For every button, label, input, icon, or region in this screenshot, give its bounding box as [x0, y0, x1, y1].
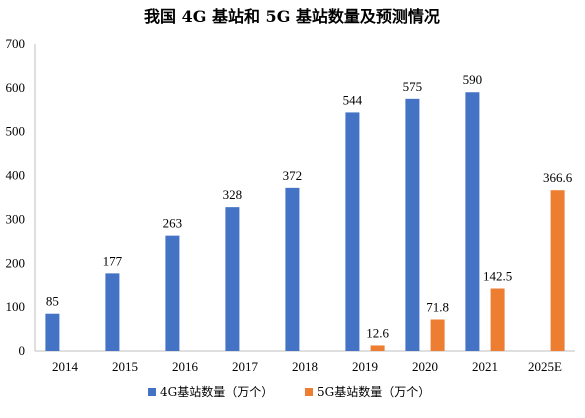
- bar-4g-2017: [225, 207, 240, 351]
- y-tick-label: 0: [19, 343, 26, 358]
- x-tick-label: 2020: [412, 359, 438, 374]
- y-tick-label: 300: [6, 211, 26, 226]
- bar-4g-2018: [285, 187, 300, 351]
- bar-5g-2021: [490, 288, 505, 351]
- y-tick-label: 200: [6, 255, 26, 270]
- data-label: 177: [103, 253, 123, 268]
- y-tick-label: 600: [6, 80, 26, 95]
- legend-swatch-4g: [148, 388, 156, 396]
- legend-label-5g: 5G基站数量（万个）: [317, 384, 430, 399]
- bar-4g-2016: [165, 235, 180, 351]
- bar-5g-2020: [430, 319, 445, 351]
- chart-title: 我国 4G 基站和 5G 基站数量及预测情况: [144, 7, 440, 26]
- data-label: 85: [46, 294, 59, 309]
- x-tick-label: 2021: [472, 359, 498, 374]
- bar-5g-2025E: [550, 190, 565, 351]
- x-tick-label: 2017: [232, 359, 259, 374]
- data-label: 263: [163, 216, 183, 231]
- y-tick-label: 700: [6, 36, 26, 51]
- x-tick-label: 2019: [352, 359, 378, 374]
- data-label: 544: [343, 92, 363, 107]
- y-tick-label: 400: [6, 168, 26, 183]
- bar-4g-2014: [45, 313, 60, 351]
- data-label: 328: [223, 187, 243, 202]
- data-label: 12.6: [366, 325, 389, 340]
- plot-area: 0 100 200 300 400 500 600 700 2014 2015 2016 2017 20…: [6, 36, 575, 374]
- x-tick-label: 2025E: [528, 359, 562, 374]
- bar-4g-2020: [405, 98, 420, 351]
- data-label: 366.6: [543, 170, 573, 185]
- y-tick-label: 100: [6, 299, 26, 314]
- data-label: 575: [403, 79, 423, 94]
- bar-4g-2019: [345, 112, 360, 351]
- legend-swatch-5g: [305, 388, 313, 396]
- data-label: 71.8: [426, 300, 449, 315]
- bar-4g-2021: [465, 92, 480, 351]
- x-tick-label: 2018: [292, 359, 318, 374]
- legend-label-4g: 4G基站数量（万个）: [160, 384, 273, 399]
- data-label: 372: [283, 168, 303, 183]
- data-label: 590: [463, 72, 483, 87]
- bar-4g-2015: [105, 273, 120, 351]
- legend: 4G基站数量（万个） 5G基站数量（万个）: [148, 384, 430, 399]
- y-tick-label: 500: [6, 124, 26, 139]
- x-tick-label: 2014: [52, 359, 79, 374]
- x-tick-label: 2016: [172, 359, 199, 374]
- x-tick-label: 2015: [112, 359, 138, 374]
- bar-5g-2019: [370, 345, 385, 351]
- data-label: 142.5: [483, 269, 512, 284]
